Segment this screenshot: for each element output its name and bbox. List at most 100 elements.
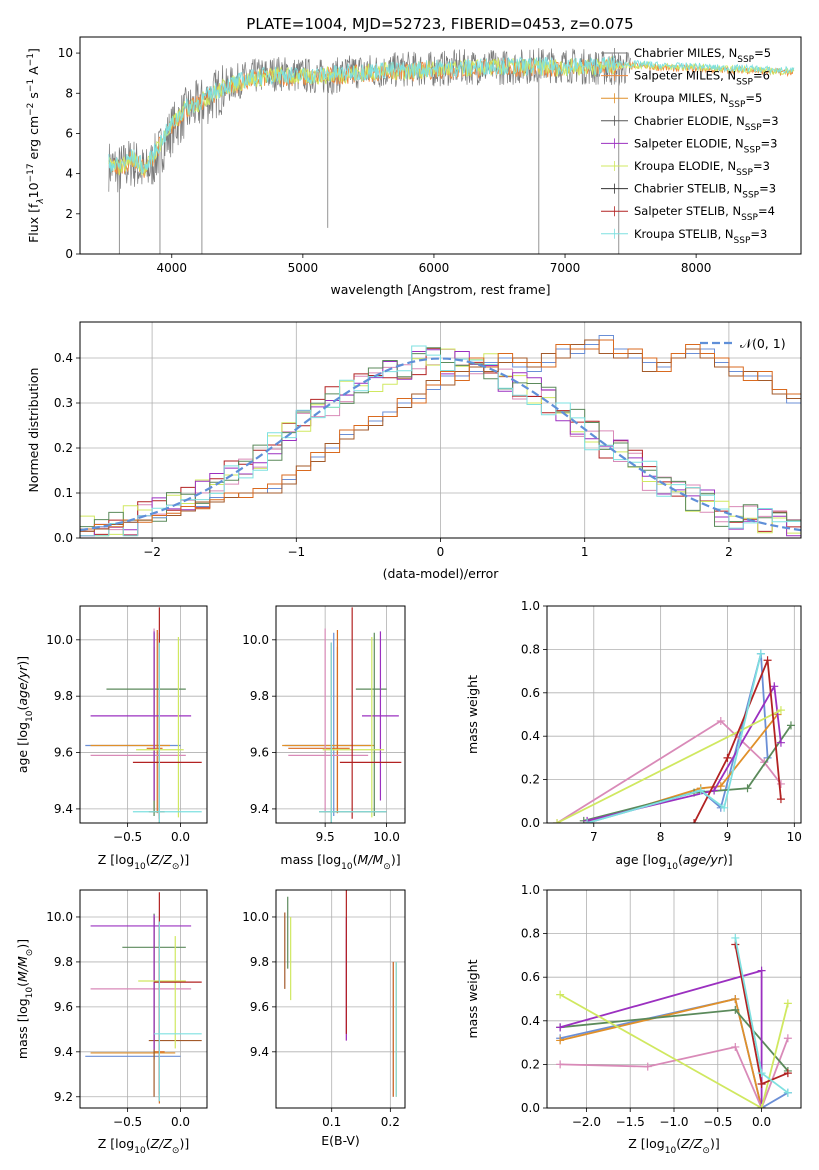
x-axis-label: Z [log10(Z/Z⊙)] [98,1136,189,1156]
panel-spectrum: 4000 5000 6000 7000 8000 0 2 4 6 8 10 Chabrier MILE… [26,36,802,297]
y-tick-label: 9.8 [250,955,269,969]
panel-weight-vs-Z: −2.0 −1.5 −1.0 −0.5 0.0 0.0 0.2 0.4 0.6 0.8 1.0 Z [… [465,883,802,1156]
plot-area [85,892,202,1104]
weight-series-line [586,653,762,823]
weight-marker [757,1080,766,1089]
axes-frame [546,605,802,824]
weight-marker [716,717,725,726]
panel-mass-vs-Z: −0.5 0.0 9.2 9.4 9.6 9.8 10.0 Z [log10(Z/Z⊙)] ma… [15,889,208,1156]
y-tick-label: 9.4 [250,1045,269,1059]
x-tick-label: −1.0 [659,1115,688,1129]
weight-marker [770,682,779,691]
x-tick-label: 1 [581,545,589,559]
x-axis-label: wavelength [Angstrom, rest frame] [330,282,550,297]
weight-marker [731,995,740,1003]
y-tick-label: 1.0 [521,883,540,897]
spectrum-model-line [108,55,795,174]
y-tick-label: 0.0 [521,816,540,830]
x-tick-label: 7000 [550,261,581,275]
y-tick-label: 0.6 [521,686,540,700]
y-tick-label: 0.3 [54,396,73,410]
weight-marker [776,706,785,715]
y-tick-label: 0.6 [521,970,540,984]
plot-area [282,607,402,823]
plot-area [108,48,795,254]
y-tick-label: 9.8 [250,689,269,703]
y-tick-label: 9.4 [250,802,269,816]
weight-marker [690,819,699,823]
legend-entry: 𝒩(0, 1) [740,336,786,351]
y-tick-label: 0.4 [521,1014,540,1028]
y-tick-label: 9.2 [54,1090,73,1104]
plot-area [85,607,202,823]
y-tick-label: 10.0 [46,633,73,647]
x-tick-label: 6000 [419,261,450,275]
x-tick-label: −2.0 [572,1115,601,1129]
y-tick-label: 9.6 [250,746,269,760]
plot-area [556,933,792,1108]
x-axis-label: Z [log10(Z/Z⊙)] [628,1136,719,1156]
y-tick-label: 10 [58,46,73,60]
legend-entry: Kroupa MILES, NSSP=5 [634,91,762,110]
weight-marker [743,784,752,793]
axes-frame [79,36,802,255]
y-tick-label: 1.0 [521,599,540,613]
y-tick-label: 0.4 [521,729,540,743]
legend-entry: Kroupa ELODIE, NSSP=3 [634,159,770,178]
y-axis-label: mass weight [465,675,480,754]
weight-marker [763,656,772,665]
y-tick-label: 8 [65,86,73,100]
y-tick-label: 0.1 [54,486,73,500]
panel-weight-vs-age: 7 8 9 10 0.0 0.2 0.4 0.6 0.8 1.0 age [log10(age/yr… [465,599,802,872]
figure-title: PLATE=1004, MJD=52723, FIBERID=0453, z=0… [246,15,633,33]
panel-age-vs-mass: 9.5 10.0 9.4 9.6 9.8 10.0 mass [log10(M/M⊙)] [242,605,406,872]
spectrum-legend: Chabrier MILES, NSSP=5 Salpeter MILES, NS… [601,46,779,246]
weight-marker [783,1034,792,1043]
weight-series-line [586,683,782,822]
weight-marker [556,1060,565,1069]
plot-area [553,649,795,823]
y-tick-label: 9.8 [54,955,73,969]
plot-area [80,335,801,537]
x-tick-label: −1 [287,545,305,559]
weight-marker [731,1042,740,1051]
x-tick-label: 0.0 [752,1115,771,1129]
x-tick-label: 0.2 [381,1115,400,1129]
legend-entry: Chabrier MILES, NSSP=5 [634,46,771,65]
weight-marker [783,1069,792,1078]
x-tick-label: −0.5 [113,830,142,844]
x-tick-label: 0.0 [171,1115,190,1129]
legend-entry: Kroupa STELIB, NSSP=3 [634,227,767,246]
normal-curve [80,357,801,532]
y-tick-label: 4 [65,167,73,181]
x-tick-label: 10 [787,830,802,844]
x-tick-label: 9.5 [316,830,335,844]
y-tick-label: 0.4 [54,351,73,365]
y-tick-label: 10.0 [46,910,73,924]
y-tick-label: 6 [65,126,73,140]
weight-marker [756,649,765,658]
x-tick-label: −0.5 [113,1115,142,1129]
weight-marker [720,803,729,812]
y-tick-label: 9.6 [54,746,73,760]
legend-entry: Chabrier STELIB, NSSP=3 [634,182,776,201]
axes-frame [275,889,406,1109]
y-axis-label: mass [log10(M/M⊙)] [15,939,35,1059]
legend-entry: Salpeter ELODIE, NSSP=3 [634,136,777,155]
x-tick-label: 8 [657,830,665,844]
y-axis-label: Normed distribution [26,368,41,493]
x-tick-label: −0.5 [703,1115,732,1129]
y-tick-label: 10.0 [242,910,269,924]
weight-marker [783,1088,792,1097]
weight-marker [696,786,705,795]
y-tick-label: 9.4 [54,1045,73,1059]
x-tick-label: 0.1 [322,1115,341,1129]
y-tick-label: 0 [65,247,73,261]
x-tick-label: 8000 [681,261,712,275]
y-tick-label: 9.4 [54,802,73,816]
y-tick-label: 0.0 [521,1101,540,1115]
weight-marker [786,721,795,730]
axes-frame [79,605,208,824]
weight-series-line [556,709,782,823]
